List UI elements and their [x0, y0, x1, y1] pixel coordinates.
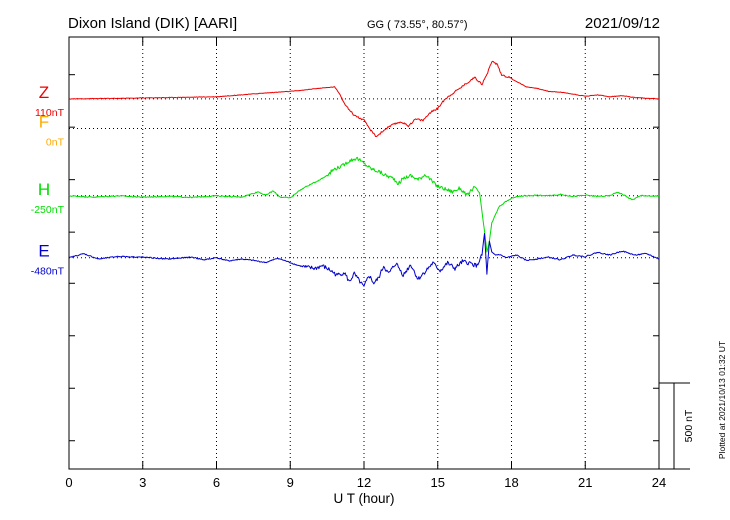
x-axis: 0 3 6 9 12 15 18 21 24: [65, 37, 666, 490]
date-label: 2021/09/12: [585, 15, 660, 32]
x-tick-label-3: 3: [139, 475, 146, 490]
x-tick-label-24: 24: [652, 475, 666, 490]
scale-bar-label: 500 nT: [683, 409, 695, 442]
series-group: [68, 60, 660, 287]
series-line-h: [68, 156, 660, 253]
series-line-z: [68, 60, 659, 137]
series-line-e: [69, 233, 660, 287]
channel-baseline-label-e: -480nT: [31, 266, 65, 278]
x-tick-label-15: 15: [431, 475, 445, 490]
x-tick-label-9: 9: [287, 475, 294, 490]
channel-label-e: E: [38, 242, 49, 261]
channel-baseline-label-h: -250nT: [31, 204, 65, 216]
coordinates-label: GG ( 73.55°, 80.57°): [367, 19, 468, 31]
plotted-timestamp: Plotted at 2021/10/13 01:32 UT: [717, 341, 727, 459]
x-tick-label-12: 12: [357, 475, 371, 490]
channel-label-f: F: [39, 113, 49, 132]
grid: [69, 37, 659, 469]
channel-label-z: Z: [39, 83, 49, 102]
channel-labels: F 0nT H -250nT E -480nT Z 110nT: [31, 83, 65, 278]
scale-bar: 500 nT: [659, 382, 695, 470]
x-tick-label-6: 6: [213, 475, 220, 490]
channel-baseline-label-f: 0nT: [46, 137, 65, 149]
channel-label-h: H: [38, 180, 50, 199]
channel-baseline-label-z: 110nT: [35, 107, 65, 119]
x-tick-label-18: 18: [504, 475, 518, 490]
station-title: Dixon Island (DIK) [AARI]: [68, 15, 237, 32]
x-tick-label-21: 21: [578, 475, 592, 490]
x-tick-label-0: 0: [65, 475, 72, 490]
x-axis-label: U T (hour): [333, 491, 394, 506]
